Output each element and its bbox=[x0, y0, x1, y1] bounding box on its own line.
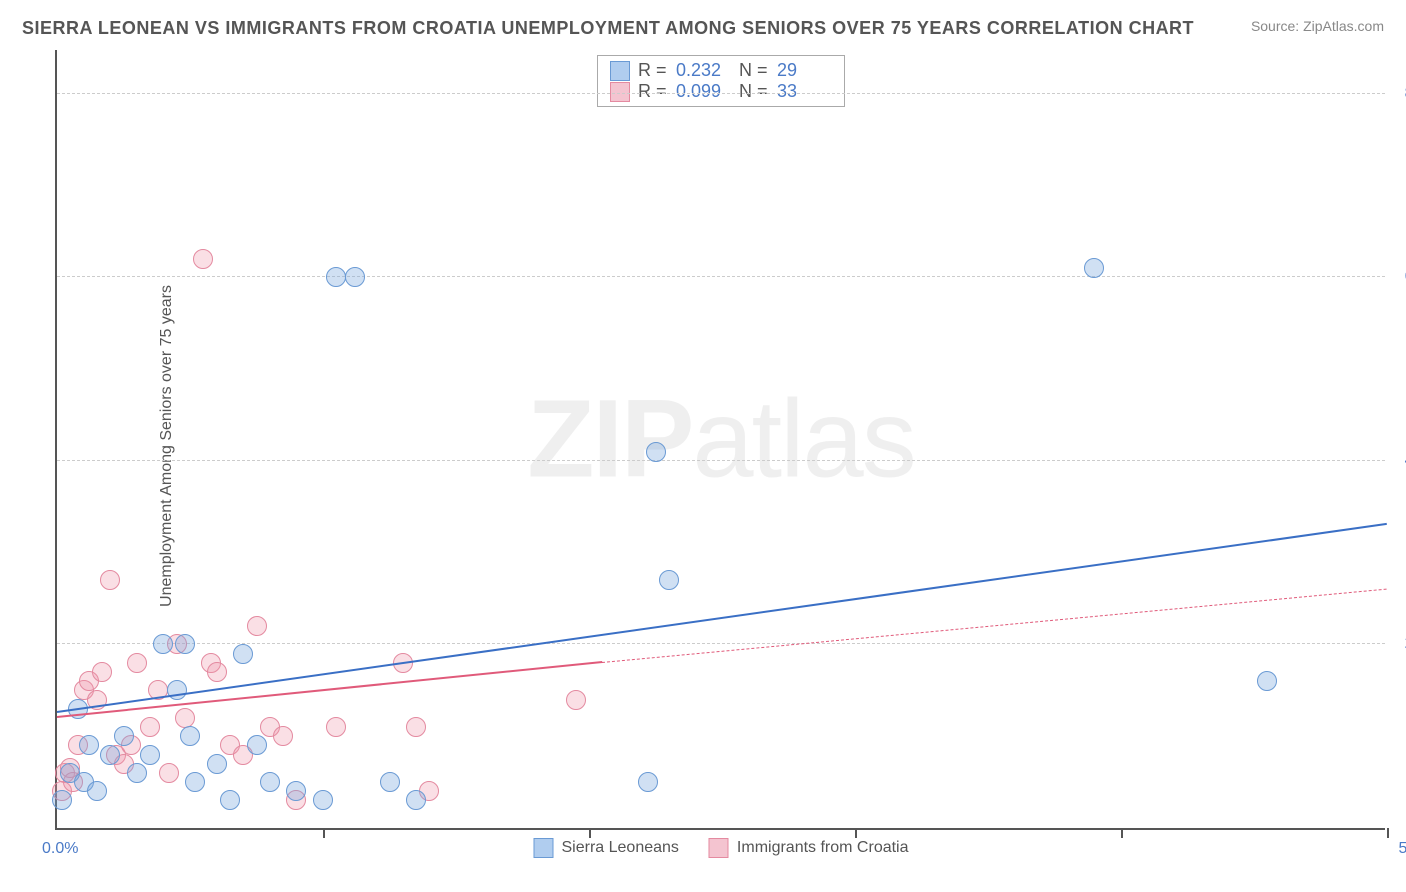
data-point bbox=[175, 708, 195, 728]
gridline bbox=[57, 460, 1385, 461]
gridline bbox=[57, 93, 1385, 94]
data-point bbox=[207, 662, 227, 682]
data-point bbox=[326, 267, 346, 287]
data-point bbox=[406, 790, 426, 810]
data-point bbox=[87, 781, 107, 801]
data-point bbox=[638, 772, 658, 792]
legend-r-value: 0.099 bbox=[676, 81, 731, 102]
data-point bbox=[52, 790, 72, 810]
data-point bbox=[313, 790, 333, 810]
data-point bbox=[153, 634, 173, 654]
data-point bbox=[159, 763, 179, 783]
x-axis-end-label: 5.0% bbox=[1399, 840, 1406, 858]
x-tick bbox=[323, 828, 325, 838]
data-point bbox=[193, 249, 213, 269]
watermark: ZIPatlas bbox=[527, 376, 914, 503]
data-point bbox=[1257, 671, 1277, 691]
data-point bbox=[326, 717, 346, 737]
source-label: Source: ZipAtlas.com bbox=[1251, 18, 1384, 34]
data-point bbox=[127, 653, 147, 673]
x-tick bbox=[1121, 828, 1123, 838]
legend-r-label: R = bbox=[638, 60, 668, 81]
legend-swatch bbox=[709, 838, 729, 858]
legend-n-value: 33 bbox=[777, 81, 832, 102]
gridline bbox=[57, 643, 1385, 644]
data-point bbox=[207, 754, 227, 774]
data-point bbox=[92, 662, 112, 682]
correlation-legend: R = 0.232 N = 29 R = 0.099 N = 33 bbox=[597, 55, 845, 107]
data-point bbox=[286, 781, 306, 801]
x-tick bbox=[1387, 828, 1389, 838]
data-point bbox=[127, 763, 147, 783]
legend-r-label: R = bbox=[638, 81, 668, 102]
legend-n-value: 29 bbox=[777, 60, 832, 81]
data-point bbox=[233, 644, 253, 664]
data-point bbox=[260, 772, 280, 792]
legend-n-label: N = bbox=[739, 81, 769, 102]
plot-area: ZIPatlas R =0.232N =29R =0.099N =33 Sier… bbox=[55, 50, 1385, 830]
x-tick bbox=[855, 828, 857, 838]
data-point bbox=[114, 726, 134, 746]
legend-item: Immigrants from Croatia bbox=[709, 838, 909, 858]
data-point bbox=[100, 745, 120, 765]
chart-title: SIERRA LEONEAN VS IMMIGRANTS FROM CROATI… bbox=[22, 18, 1194, 39]
data-point bbox=[247, 735, 267, 755]
data-point bbox=[140, 745, 160, 765]
data-point bbox=[100, 570, 120, 590]
legend-series-label: Immigrants from Croatia bbox=[737, 839, 909, 857]
series-legend: Sierra Leoneans Immigrants from Croatia bbox=[533, 838, 908, 858]
x-axis-start-label: 0.0% bbox=[42, 840, 78, 858]
legend-row: R = 0.099 N = 33 bbox=[610, 81, 832, 102]
gridline bbox=[57, 276, 1385, 277]
data-point bbox=[175, 634, 195, 654]
data-point bbox=[167, 680, 187, 700]
data-point bbox=[79, 735, 99, 755]
legend-n-label: N = bbox=[739, 60, 769, 81]
data-point bbox=[646, 442, 666, 462]
legend-r-value: 0.232 bbox=[676, 60, 731, 81]
data-point bbox=[220, 790, 240, 810]
data-point bbox=[140, 717, 160, 737]
data-point bbox=[566, 690, 586, 710]
data-point bbox=[659, 570, 679, 590]
legend-swatch bbox=[533, 838, 553, 858]
data-point bbox=[247, 616, 267, 636]
data-point bbox=[380, 772, 400, 792]
data-point bbox=[185, 772, 205, 792]
data-point bbox=[273, 726, 293, 746]
data-point bbox=[406, 717, 426, 737]
x-tick bbox=[589, 828, 591, 838]
trend-line bbox=[602, 588, 1387, 662]
legend-row: R = 0.232 N = 29 bbox=[610, 60, 832, 81]
legend-item: Sierra Leoneans bbox=[533, 838, 678, 858]
legend-swatch bbox=[610, 82, 630, 102]
legend-series-label: Sierra Leoneans bbox=[561, 839, 678, 857]
data-point bbox=[345, 267, 365, 287]
data-point bbox=[1084, 258, 1104, 278]
data-point bbox=[180, 726, 200, 746]
legend-swatch bbox=[610, 61, 630, 81]
